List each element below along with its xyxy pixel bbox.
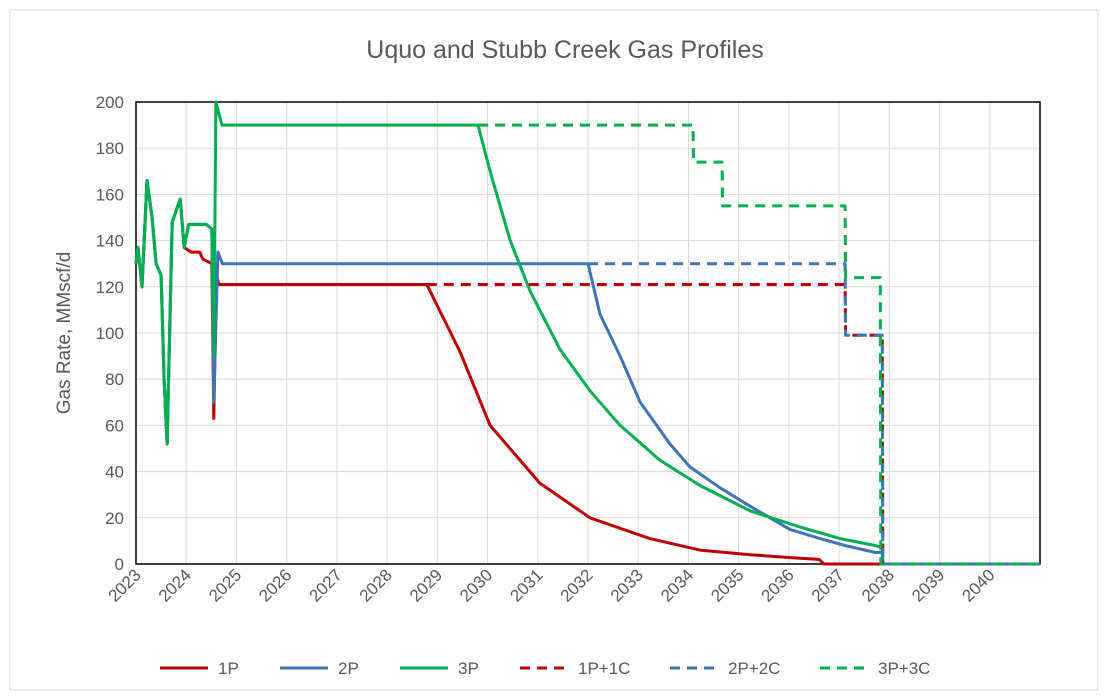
y-tick-label: 0	[115, 555, 124, 574]
y-tick-label: 160	[96, 185, 124, 204]
y-axis-label: Gas Rate, MMscf/d	[54, 252, 75, 415]
y-tick-label: 140	[96, 232, 124, 251]
y-tick-label: 200	[96, 93, 124, 112]
legend-label: 1P+1C	[578, 659, 630, 678]
y-tick-label: 120	[96, 278, 124, 297]
series-line	[134, 100, 1040, 566]
legend-label: 3P+3C	[878, 659, 930, 678]
legend-label: 3P	[458, 659, 479, 678]
series-line	[426, 283, 1040, 566]
legend-label: 2P+2C	[728, 659, 780, 678]
legend-label: 2P	[338, 659, 359, 678]
legend: 1P 2P 3P 1P+1C 2P+2C 3P+3C	[160, 659, 930, 678]
legend-label: 1P	[218, 659, 239, 678]
chart-title: Uquo and Stubb Creek Gas Profiles	[366, 36, 763, 64]
y-tick-label: 60	[105, 416, 124, 435]
plot-border	[135, 101, 1041, 565]
y-tick-label: 100	[96, 324, 124, 343]
y-tick-label: 20	[105, 509, 124, 528]
lines	[134, 100, 1040, 566]
y-tick-label: 180	[96, 139, 124, 158]
y-tick-label: 40	[105, 463, 124, 482]
chart-frame	[9, 9, 1099, 691]
y-tick-label: 80	[105, 370, 124, 389]
